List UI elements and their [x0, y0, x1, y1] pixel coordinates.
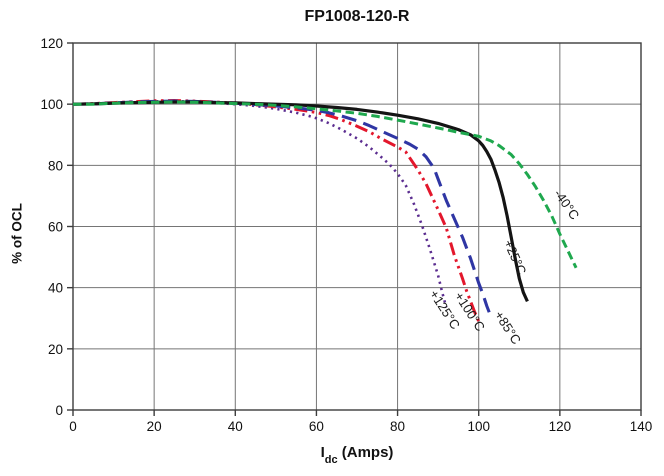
series-label-40C: -40°C [551, 186, 582, 222]
y-tick-label: 60 [48, 220, 63, 235]
x-tick-label: 140 [630, 419, 653, 434]
x-axis-title: Idc (Amps) [73, 444, 641, 466]
x-tick-label: 120 [549, 419, 572, 434]
x-axis-title-main: I [320, 444, 325, 461]
series-curve-40C [73, 100, 578, 269]
x-tick-label: 20 [147, 419, 162, 434]
x-tick-label: 80 [390, 419, 405, 434]
x-tick-label: 0 [69, 419, 77, 434]
series-label-85C: +85°C [492, 308, 525, 347]
y-tick-label: 100 [40, 97, 63, 112]
series-curve-125C [72, 99, 448, 308]
x-tick-label: 60 [309, 419, 324, 434]
y-tick-label: 80 [48, 158, 63, 173]
y-tick-label: 0 [55, 403, 63, 418]
y-tick-label: 20 [48, 342, 63, 357]
chart-title: FP1008-120-R [304, 8, 410, 25]
series-curve-85C [72, 99, 493, 318]
y-tick-label: 40 [48, 281, 63, 296]
series-curve-100C [72, 99, 481, 322]
series-curve-25C [72, 100, 529, 303]
y-tick-label: 120 [40, 36, 63, 51]
x-tick-label: 40 [228, 419, 243, 434]
x-axis-title-rest: (Amps) [337, 444, 394, 461]
x-axis-title-sub: dc [324, 454, 338, 466]
series-label-25C: +25°C [501, 237, 530, 277]
x-tick-label: 100 [467, 419, 490, 434]
